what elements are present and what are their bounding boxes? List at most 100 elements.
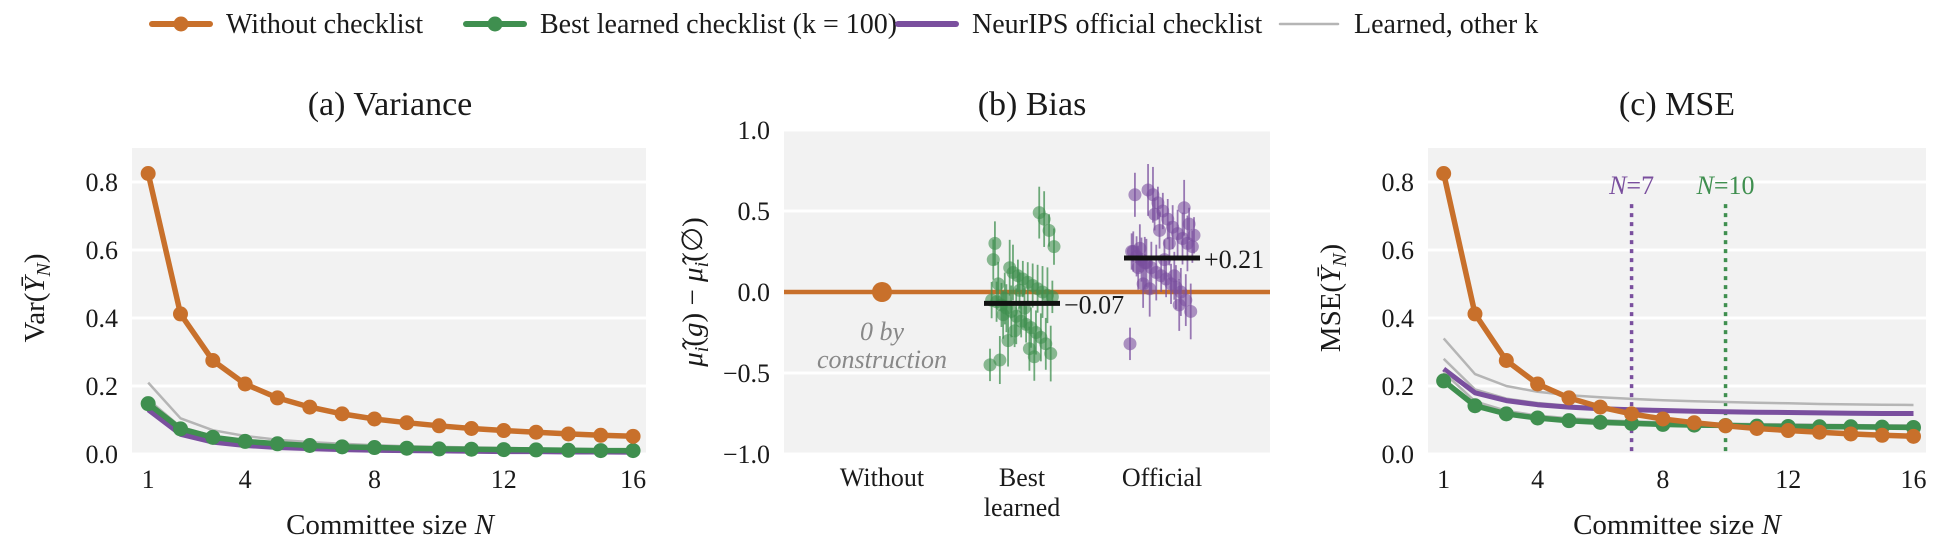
legend-label-3: NeurIPS official checklist: [972, 9, 1263, 40]
point-best: [1042, 223, 1056, 237]
x-tick-label: 16: [620, 465, 646, 494]
point-official: [1133, 241, 1147, 255]
point-official: [1148, 207, 1162, 221]
point-without: [463, 421, 479, 436]
legend-label-1: Without checklist: [226, 9, 423, 40]
point-best: [1001, 334, 1015, 348]
x-tick-label: 1: [1437, 465, 1450, 494]
point-without: [302, 399, 318, 415]
point-best: [496, 442, 512, 458]
point-best: [399, 440, 415, 456]
point-best: [1013, 283, 1027, 297]
mean-label-official: +0.21: [1204, 245, 1264, 274]
point-best: [1498, 406, 1514, 422]
y-tick-label: 0.0: [86, 440, 119, 469]
point-without: [1655, 411, 1671, 427]
y-tick-label: 0.6: [1382, 236, 1415, 265]
point-best: [366, 440, 382, 456]
y-tick-label: 0.2: [1382, 372, 1415, 401]
point-without: [1874, 427, 1890, 443]
x-tick-label: 4: [1531, 465, 1544, 494]
point-without: [625, 428, 641, 444]
point-official: [1143, 282, 1157, 296]
x-tick-label: 12: [491, 465, 517, 494]
series-variance: [140, 166, 641, 459]
point-best: [1592, 414, 1608, 430]
x-tick-label-best-line1: Best: [999, 463, 1046, 492]
legend-label-2: Best learned checklist (k = 100): [540, 9, 897, 40]
point-without: [1467, 306, 1483, 322]
point-best: [560, 442, 576, 458]
point-official: [1128, 188, 1142, 202]
ticks-mse: 0.0 0.2 0.4 0.6 0.8 1 4 8 12 16: [1382, 168, 1927, 494]
point-best: [172, 421, 188, 437]
point-without: [237, 376, 253, 392]
point-official: [1182, 217, 1196, 231]
y-tick-label: 0.0: [1382, 440, 1415, 469]
y-axis-label-mse: MSE(ȲN): [1315, 244, 1351, 352]
point-best: [1022, 342, 1036, 356]
point-best: [302, 438, 318, 453]
panel-title-bias: (b) Bias: [978, 86, 1087, 123]
y-tick-label: 0.6: [86, 236, 119, 265]
point-without: [1843, 426, 1859, 442]
point-without: [528, 424, 544, 440]
point-without: [366, 411, 382, 427]
point-without: [172, 306, 188, 322]
point-official: [1184, 304, 1198, 318]
x-tick-label: 8: [1656, 465, 1669, 494]
point-official: [1141, 183, 1155, 197]
ticks-variance: 0.0 0.2 0.4 0.6 0.8 1 4 8 12 16: [86, 168, 647, 494]
point-without: [1498, 353, 1514, 368]
series-line-without-5: [1441, 172, 1914, 440]
point-without: [1686, 415, 1702, 431]
series-line-other-0: [1442, 337, 1914, 407]
y-tick-label: 1.0: [738, 116, 771, 145]
point-without: [496, 423, 512, 439]
legend: Without checklist Best learned checklist …: [149, 9, 1538, 40]
point-without: [1624, 406, 1640, 422]
y-tick-label: −0.5: [723, 359, 770, 388]
point-official: [1123, 337, 1137, 351]
annotation-zero-line2: construction: [817, 345, 947, 374]
x-axis-label-variance: Committee size N: [286, 509, 495, 541]
panel-title-variance: (a) Variance: [308, 86, 473, 123]
x-axis-label-mse: Committee size N: [1573, 509, 1782, 541]
point-without: [1905, 428, 1921, 444]
point-best: [1003, 261, 1017, 275]
point-best: [269, 436, 285, 452]
point-best: [1044, 347, 1058, 361]
panel-variance: (a) Variance 0.0 0.2 0.4 0.6 0.8 1 4 8 12 16 Comm…: [19, 86, 646, 541]
panel-title-mse: (c) MSE: [1619, 86, 1735, 123]
series-line-best-4: [146, 401, 634, 454]
point-best: [593, 443, 609, 459]
panel-bias: (b) Bias −0.07 +0.21 −1.0 −0.5 0.0 0.5 1.0 Wit…: [677, 86, 1270, 522]
point-official: [1187, 228, 1201, 242]
y-tick-label: 0.0: [738, 278, 771, 307]
point-without: [140, 166, 156, 181]
point-without: [593, 427, 609, 443]
plot-area-variance: [132, 148, 646, 454]
point-without: [431, 418, 447, 434]
point-without: [1749, 421, 1765, 436]
series-line-without-5: [145, 172, 634, 440]
point-without: [269, 390, 285, 406]
y-tick-label: 0.4: [86, 304, 119, 333]
legend-marker-1: [173, 16, 189, 32]
point-best: [140, 396, 156, 412]
point-best: [991, 277, 1005, 291]
x-tick-label: 1: [142, 465, 155, 494]
legend-label-4: Learned, other k: [1354, 9, 1538, 40]
y-axis-label-variance: Var(ȲN): [19, 253, 55, 342]
point-without: [334, 406, 350, 422]
point-best: [1436, 373, 1452, 389]
x-tick-label-without: Without: [840, 463, 925, 492]
point-best: [205, 429, 221, 445]
x-tick-label: 8: [368, 465, 381, 494]
x-tick-label: 12: [1775, 465, 1801, 494]
panel-mse: (c) MSE N=7 N=10 0.0 0.2 0.4 0.6 0.8 1 4 8 12 16 C…: [1315, 86, 1926, 541]
point-best: [1032, 206, 1046, 220]
point-best: [237, 433, 253, 449]
